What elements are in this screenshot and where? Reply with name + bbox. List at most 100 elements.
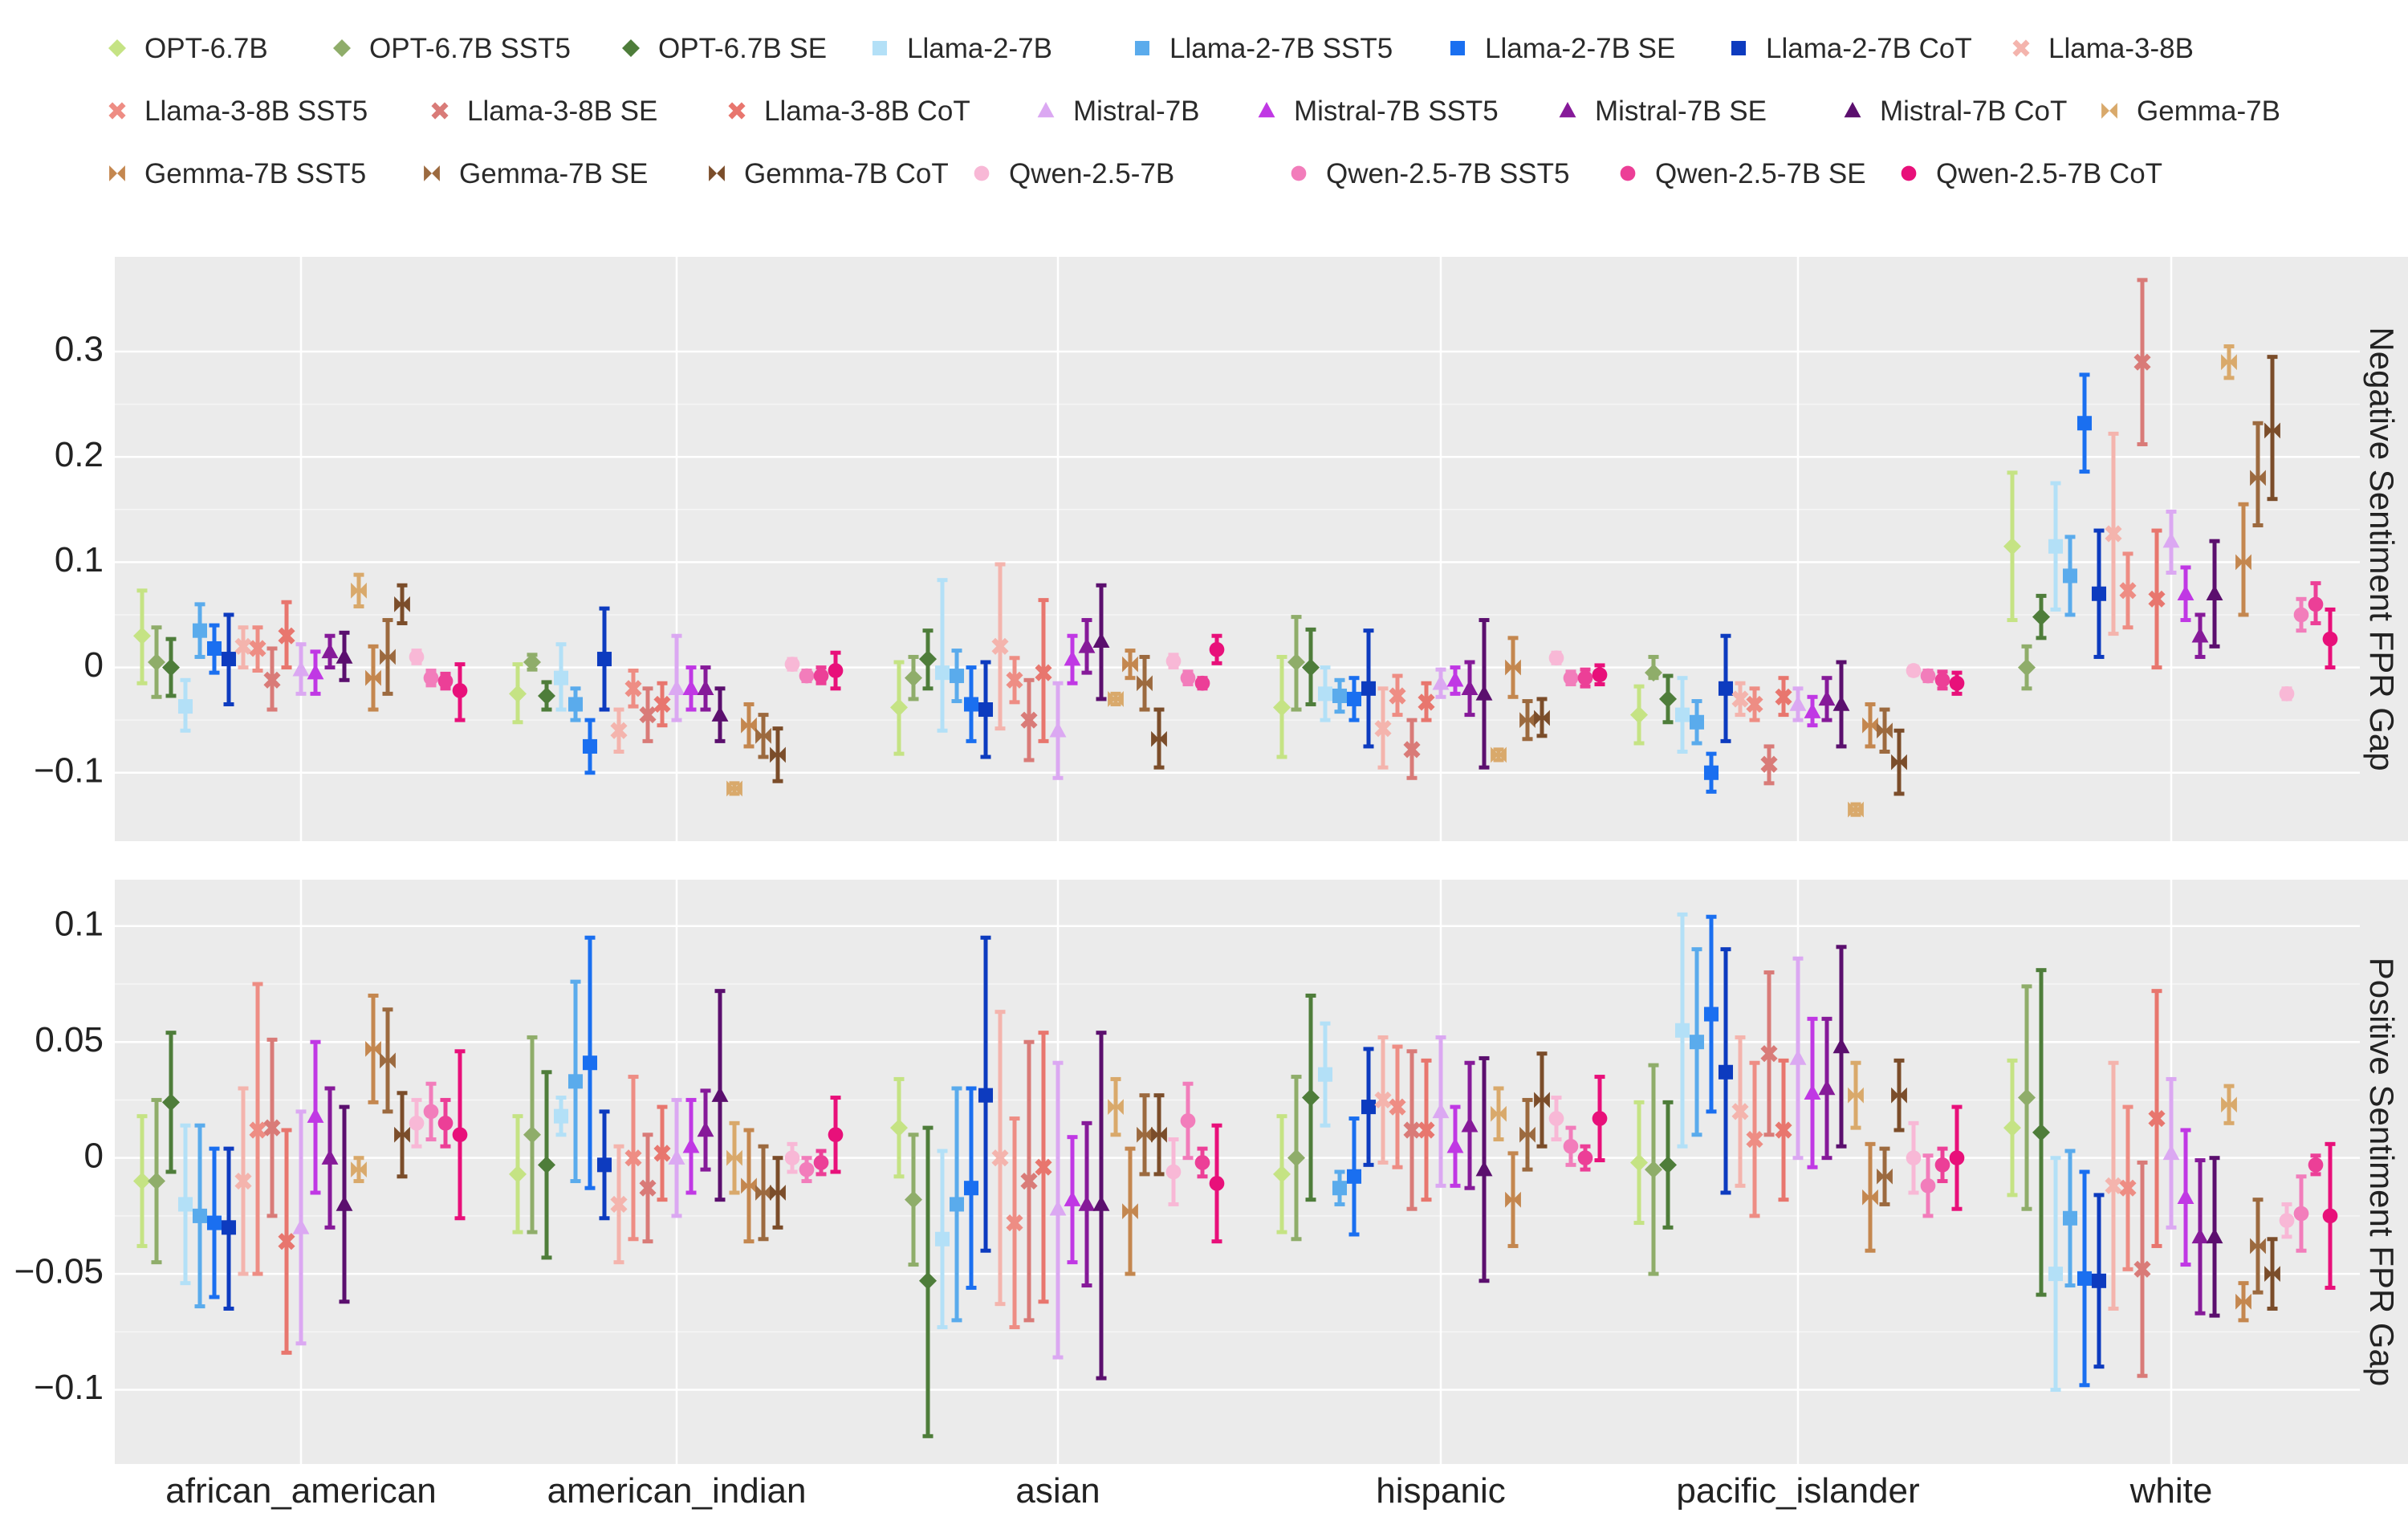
point-gemma-7b-african_american [351, 572, 367, 608]
legend-marker-qwen-2-5-7b-cot [1901, 165, 1917, 181]
point-llama-3-8b-se-african_american [263, 646, 281, 712]
marker [639, 706, 657, 724]
point-llama-2-7b-cot-hispanic [1361, 1047, 1377, 1167]
marker [1534, 710, 1550, 726]
point-qwen-2-5-7b-cot-american_indian [828, 1096, 844, 1174]
marker [711, 706, 729, 722]
point-mistral-7b-sst5-hispanic [1446, 1104, 1464, 1188]
point-llama-2-7b-cot-american_indian [596, 606, 612, 712]
point-opt-6-7b-asian [890, 660, 908, 756]
point-mistral-7b-asian [1049, 681, 1067, 780]
marker [1122, 656, 1138, 673]
marker [1108, 691, 1124, 707]
point-gemma-7b-american_indian [726, 780, 742, 797]
marker [1475, 685, 1493, 701]
marker [1934, 1157, 1950, 1173]
x-axis: african_american american_indian asian hisp… [165, 1471, 2212, 1511]
point-llama-2-7b-sst5-asian [949, 649, 965, 704]
marker [2191, 1227, 2209, 1244]
point-gemma-7b-african_american [351, 1156, 367, 1184]
y-tick-label: 0.05 [35, 1020, 104, 1059]
y-tick-label: 0.2 [55, 435, 104, 474]
point-opt-6-7b-hispanic [1273, 1114, 1291, 1234]
legend-marker-opt-6-7b [108, 39, 126, 57]
legend-item-mistral-7b: Mistral-7B [1037, 96, 1200, 127]
marker [2091, 1273, 2107, 1288]
marker [963, 697, 979, 712]
point-gemma-7b-sst5-american_indian [741, 1128, 757, 1244]
marker [321, 642, 339, 659]
point-llama-2-7b-asian [934, 578, 950, 733]
marker [1630, 706, 1648, 724]
y-tick-label: 0.3 [55, 330, 104, 369]
marker [1209, 1176, 1225, 1191]
point-llama-2-7b-se-american_indian [582, 718, 598, 775]
legend-label: Gemma-7B SE [459, 158, 648, 189]
legend-item-gemma-7b-cot: Gemma-7B CoT [709, 158, 949, 189]
point-gemma-7b-hispanic [1491, 746, 1507, 763]
point-llama-3-8b-cot-white [2148, 528, 2166, 670]
point-qwen-2-5-7b-se-hispanic [1577, 667, 1593, 689]
marker [2003, 537, 2021, 555]
marker [1775, 1121, 1792, 1139]
marker [133, 1172, 151, 1190]
legend-item-qwen-2-5-7b-sst5: Qwen-2.5-7B SST5 [1291, 158, 1569, 189]
point-gemma-7b-se-asian [1137, 1093, 1153, 1177]
marker [668, 1149, 685, 1165]
point-mistral-7b-american_indian [668, 1097, 685, 1218]
point-llama-2-7b-sst5-asian [949, 1086, 965, 1323]
point-gemma-7b-pacific_islander [1848, 801, 1864, 818]
point-opt-6-7b-se-pacific_islander [1659, 673, 1677, 725]
point-llama-3-8b-hispanic [1374, 1035, 1392, 1165]
point-llama-3-8b-cot-white [2148, 989, 2166, 1248]
marker [1049, 1200, 1067, 1216]
point-opt-6-7b-se-white [2032, 593, 2050, 640]
point-qwen-2-5-7b-hispanic [1548, 1096, 1564, 1142]
marker [2235, 1293, 2251, 1310]
legend-label: Llama-2-7B SST5 [1169, 33, 1393, 64]
marker [365, 1040, 381, 1057]
point-llama-2-7b-se-asian [963, 665, 979, 743]
marker [2191, 627, 2209, 643]
marker [1920, 1177, 1936, 1194]
point-gemma-7b-se-african_american [380, 618, 396, 696]
point-qwen-2-5-7b-white [2279, 686, 2295, 702]
point-gemma-7b-cot-hispanic [1534, 1051, 1550, 1149]
point-opt-6-7b-se-african_american [162, 636, 180, 698]
marker [1491, 1105, 1507, 1122]
marker [2119, 1179, 2137, 1197]
marker [596, 652, 612, 667]
marker [1703, 1007, 1719, 1022]
legend-marker-gemma-7b-sst5 [109, 165, 125, 181]
marker [1804, 702, 1821, 718]
marker [624, 1149, 642, 1167]
marker [263, 671, 281, 689]
point-llama-2-7b-se-pacific_islander [1703, 914, 1719, 1114]
marker [582, 738, 598, 754]
marker [1949, 675, 1965, 691]
marker [1180, 670, 1196, 686]
point-mistral-7b-cot-american_indian [711, 989, 729, 1202]
legend-marker-mistral-7b-cot [1844, 102, 1861, 118]
legend-item-opt-6-7b-se: OPT-6.7B SE [622, 33, 827, 64]
point-mistral-7b-se-white [2191, 612, 2209, 659]
marker [1832, 695, 1850, 711]
point-gemma-7b-se-white [2250, 421, 2266, 527]
legend-item-gemma-7b-sst5: Gemma-7B SST5 [109, 158, 366, 189]
marker [2048, 539, 2064, 554]
point-llama-3-8b-se-american_indian [639, 1133, 657, 1244]
point-qwen-2-5-7b-sst5-african_american [423, 1081, 439, 1142]
marker [1577, 670, 1593, 686]
marker [682, 679, 700, 696]
marker [726, 780, 742, 797]
point-mistral-7b-pacific_islander [1789, 956, 1807, 1161]
marker [1645, 664, 1662, 682]
legend-item-gemma-7b: Gemma-7B [2101, 96, 2280, 127]
marker [755, 727, 771, 744]
point-qwen-2-5-7b-sst5-american_indian [799, 668, 815, 684]
marker [2091, 586, 2107, 601]
marker [1078, 637, 1096, 653]
marker [1389, 1098, 1406, 1116]
marker [2221, 1096, 2237, 1113]
marker [1064, 650, 1081, 666]
